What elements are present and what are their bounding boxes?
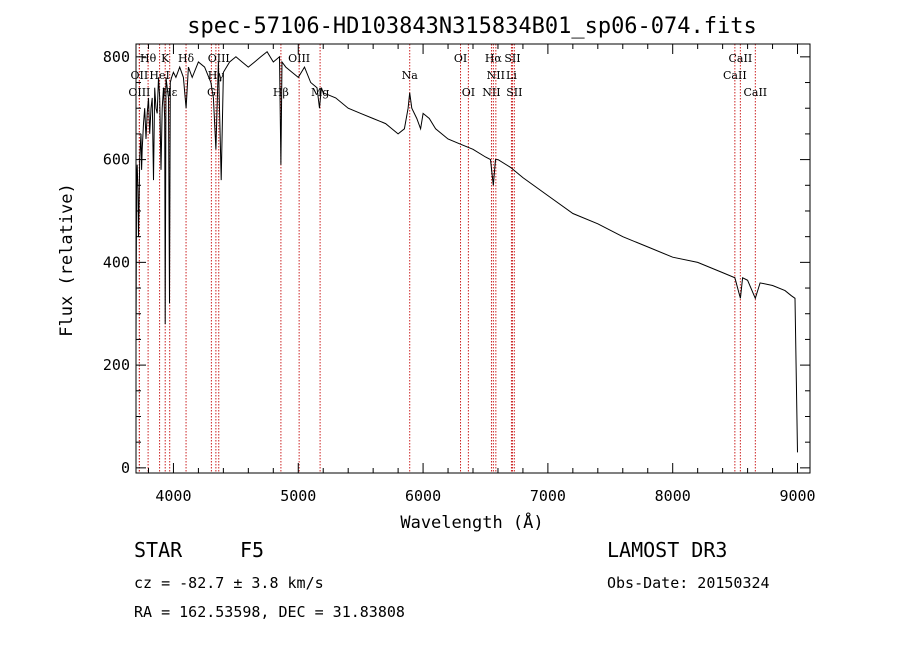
spectral-line-label: OI	[462, 86, 475, 99]
chart-title: spec-57106-HD103843N315834B01_sp06-074.f…	[187, 14, 757, 39]
x-tick-label: 6000	[405, 487, 441, 505]
x-axis-label: Wavelength (Å)	[400, 511, 543, 533]
y-axis-label: Flux (relative)	[57, 183, 77, 337]
y-tick-label: 800	[103, 48, 130, 66]
x-tick-label: 5000	[280, 487, 316, 505]
spectral-line-label: NII	[482, 86, 500, 99]
spectral-line-label: OI	[454, 52, 467, 65]
spectral-line-label: Hα	[485, 52, 503, 65]
flux-series-line	[135, 50, 798, 453]
spectral-line-label: G	[207, 86, 216, 99]
spectral-line-label: Hβ	[273, 86, 289, 99]
spectral-line-label: Mg	[311, 86, 329, 99]
spectral-line-label: OII	[131, 69, 149, 82]
spectral-line-markers	[138, 44, 756, 473]
spectral-line-label: HeI	[149, 69, 169, 82]
object-subclass: F5	[240, 538, 265, 562]
spectral-line-label: CaII	[743, 86, 767, 99]
x-tick-label: 7000	[530, 487, 566, 505]
spectral-line-label: Hγ	[208, 69, 225, 82]
spectral-line-label: SII	[504, 52, 520, 65]
survey-name: LAMOST DR3	[607, 538, 728, 562]
plot-frame	[135, 43, 811, 474]
spectral-line-label: OIII	[288, 52, 310, 65]
spectral-line-label: K	[161, 52, 170, 65]
spectral-line-label: OIII	[208, 52, 230, 65]
spectral-line-label: SII	[506, 86, 522, 99]
y-tick-label: 600	[103, 151, 130, 169]
redshift-text: cz = -82.7 ± 3.8 km/s	[134, 574, 324, 592]
object-class: STAR	[134, 538, 183, 562]
axis-ticks: 4000 5000 6000 7000 8000 9000 0 200 400 600 800	[103, 44, 816, 505]
spectral-line-label: NII	[487, 69, 505, 82]
y-tick-label: 200	[103, 356, 130, 374]
y-tick-label: 400	[103, 253, 130, 271]
x-tick-label: 9000	[779, 487, 815, 505]
spectral-line-label: Li	[506, 69, 517, 82]
obs-date: Obs-Date: 20150324	[607, 574, 770, 592]
spectral-line-label: Hθ	[140, 52, 157, 65]
spectral-line-label: OIII	[128, 86, 150, 99]
spectral-line-label: Na	[402, 69, 419, 82]
spectral-line-label: Hδ	[178, 52, 195, 65]
x-tick-label: 8000	[655, 487, 691, 505]
spectral-line-label: CaII	[729, 52, 753, 65]
y-tick-label: 0	[121, 459, 130, 477]
spectral-line-label: CaII	[723, 69, 747, 82]
x-tick-label: 4000	[155, 487, 191, 505]
coordinates-text: RA = 162.53598, DEC = 31.83808	[134, 603, 405, 621]
